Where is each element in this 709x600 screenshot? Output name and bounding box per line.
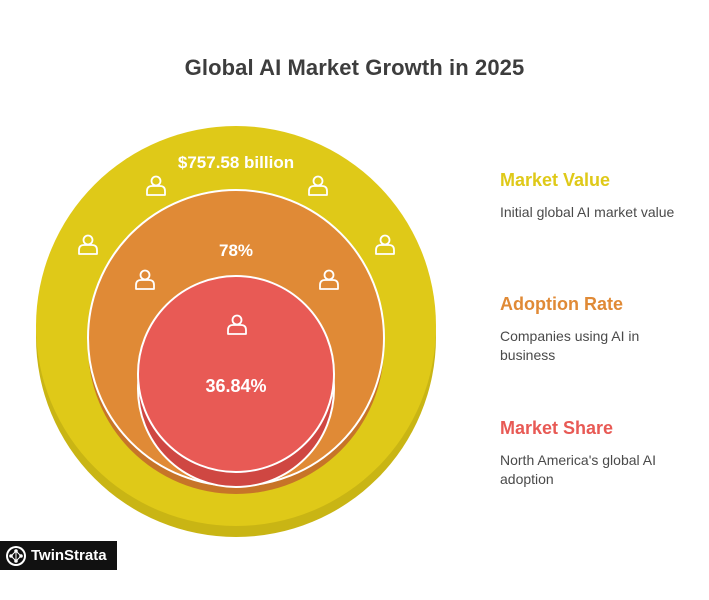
- inner-circle: [137, 275, 335, 473]
- brand-logo: TwinStrata: [0, 541, 117, 570]
- brand-name: TwinStrata: [31, 547, 107, 564]
- legend-title: Market Share: [500, 418, 614, 438]
- legend-description: Initial global AI market value: [500, 204, 675, 220]
- legend-item-market-share: Market Share North America's global AI a…: [500, 418, 690, 489]
- legend-description: Companies using AI in business: [500, 328, 640, 363]
- legend-description: North America's global AI adoption: [500, 452, 656, 487]
- legend-item-adoption-rate: Adoption Rate Companies using AI in busi…: [500, 294, 690, 365]
- legend-title: Adoption Rate: [500, 294, 623, 314]
- inner-value-label: 36.84%: [205, 376, 266, 396]
- brain-network-icon: [6, 545, 26, 566]
- diagram-title: Global AI Market Growth in 2025: [184, 55, 525, 80]
- legend-title: Market Value: [500, 170, 611, 190]
- legend-item-market-value: Market Value Initial global AI market va…: [500, 170, 690, 222]
- outer-value-label: $757.58 billion: [178, 153, 294, 172]
- middle-value-label: 78%: [219, 241, 253, 260]
